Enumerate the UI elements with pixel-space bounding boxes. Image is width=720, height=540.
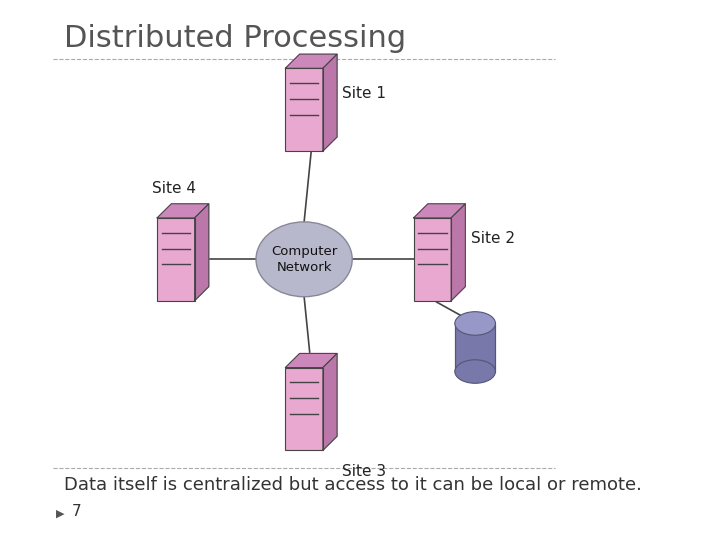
Polygon shape	[323, 54, 337, 151]
Ellipse shape	[256, 222, 352, 296]
Polygon shape	[285, 54, 337, 68]
Text: Distributed Processing: Distributed Processing	[63, 24, 406, 53]
Bar	[285, 368, 323, 450]
Text: Computer
Network: Computer Network	[271, 245, 337, 274]
Bar	[285, 68, 323, 151]
Polygon shape	[194, 204, 209, 301]
Text: Site 2: Site 2	[471, 231, 515, 246]
Polygon shape	[451, 204, 465, 301]
Bar	[455, 323, 495, 372]
Text: ▶: ▶	[55, 509, 64, 518]
Polygon shape	[285, 354, 337, 368]
Ellipse shape	[455, 360, 495, 383]
Bar	[157, 218, 194, 301]
Bar	[414, 218, 451, 301]
Text: Site 1: Site 1	[343, 86, 387, 100]
Text: 7: 7	[71, 503, 81, 518]
Polygon shape	[157, 204, 209, 218]
Polygon shape	[414, 204, 465, 218]
Text: Site 3: Site 3	[343, 464, 387, 480]
Text: Data itself is centralized but access to it can be local or remote.: Data itself is centralized but access to…	[63, 476, 642, 494]
Ellipse shape	[455, 312, 495, 335]
Text: Site 4: Site 4	[152, 181, 196, 196]
Polygon shape	[323, 354, 337, 450]
